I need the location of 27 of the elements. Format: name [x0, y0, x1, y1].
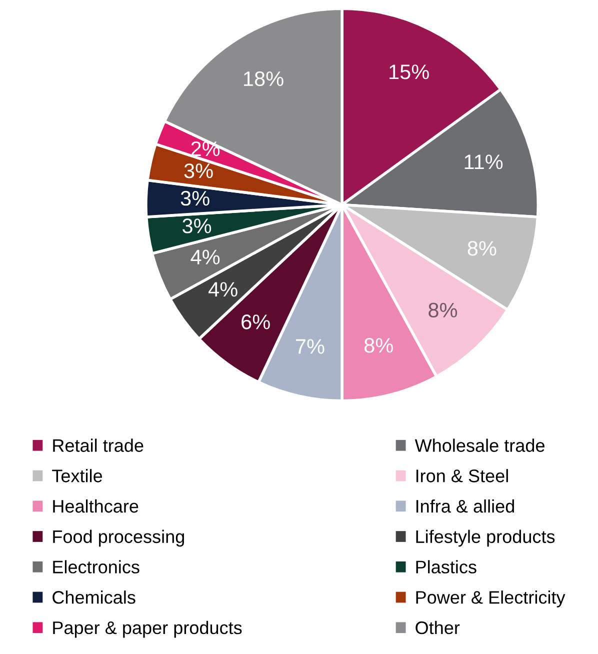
legend-label: Textile: [52, 469, 102, 482]
legend-label: Food processing: [53, 530, 184, 547]
legend-label: Chemicals: [52, 590, 136, 604]
data-label: 4%: [208, 282, 238, 297]
legend-label: Iron & Steel: [416, 469, 508, 482]
data-label: 8%: [428, 302, 458, 318]
legend-label: Infra & allied: [416, 499, 514, 513]
data-label: 3%: [180, 190, 210, 206]
data-label: 8%: [364, 338, 393, 353]
legend-label: Healthcare: [53, 499, 138, 513]
data-label: 8%: [468, 240, 496, 256]
data-label: 7%: [296, 339, 324, 354]
legend-label: Other: [416, 620, 460, 634]
legend-label: Wholesale trade: [414, 438, 544, 452]
data-label: 11%: [464, 154, 503, 170]
legend-label: Electronics: [53, 560, 140, 574]
data-label: 3%: [184, 163, 213, 178]
legend-label: Lifestyle products: [416, 530, 555, 547]
data-label: 6%: [242, 314, 270, 330]
data-label: 3%: [182, 218, 212, 234]
data-label: 18%: [244, 71, 284, 86]
legend-label: Plastics: [416, 560, 476, 574]
legend-label: Paper & paper products: [53, 620, 242, 638]
data-label: 15%: [390, 64, 429, 80]
data-label: 4%: [190, 250, 220, 264]
legend-label: Retail trade: [53, 438, 144, 452]
legend-label: Power & Electricity: [416, 590, 566, 608]
